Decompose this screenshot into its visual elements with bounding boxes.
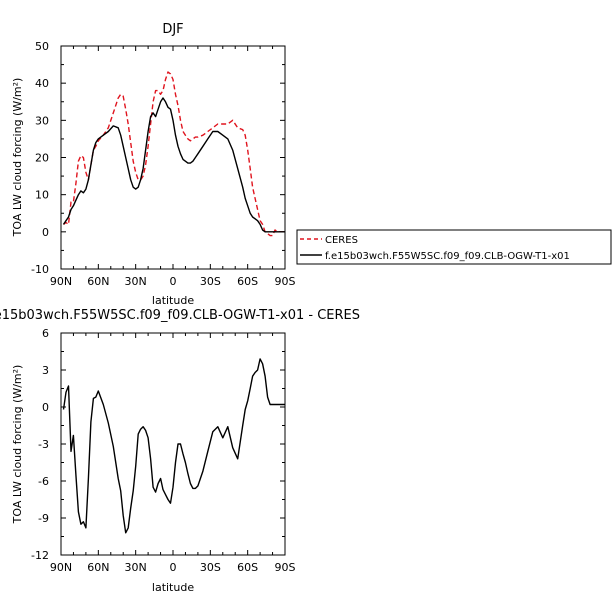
top-x-tick-label: 60S xyxy=(237,275,258,288)
top-series-line-0 xyxy=(63,71,285,237)
bottom-x-tick-label: 60S xyxy=(237,561,258,574)
bottom-chart-x-axis: 90N 60N 30N 0 30S 60S 90S xyxy=(50,333,296,574)
bottom-x-tick-label: 30N xyxy=(125,561,147,574)
bottom-chart-title: f.e15b03wch.F55W5SC.f09_f09.CLB-OGW-T1-x… xyxy=(0,308,360,323)
top-y-tick-label: 30 xyxy=(35,114,49,127)
bottom-y-tick-label: 0 xyxy=(42,401,49,414)
legend-box xyxy=(296,229,612,265)
bottom-y-tick-label: 3 xyxy=(42,364,49,377)
bottom-y-tick-label: -3 xyxy=(38,438,49,451)
bottom-chart-y-axis: -12 -9 -6 -3 0 3 6 xyxy=(31,327,285,562)
top-chart-x-axis: 90N 60N 30N 0 30S 60S 90S xyxy=(50,46,296,288)
bottom-x-tick-label: 0 xyxy=(170,561,177,574)
top-chart-legend: CERES f.e15b03wch.F55W5SC.f09_f09.CLB-OG… xyxy=(296,229,612,265)
top-y-tick-label: 20 xyxy=(35,152,49,165)
top-chart-title: DJF xyxy=(162,22,183,37)
top-chart-y-axis-label: TOA LW cloud forcing (W/m²) xyxy=(11,78,24,238)
bottom-series-line-0 xyxy=(62,358,285,534)
bottom-y-tick-label: 6 xyxy=(42,327,49,340)
top-y-tick-label: 40 xyxy=(35,77,49,90)
legend-label-ceres: CERES xyxy=(325,235,358,246)
bottom-y-tick-label: -6 xyxy=(38,475,49,488)
bottom-chart-plot-area xyxy=(60,332,286,556)
top-x-tick-label: 60N xyxy=(87,275,109,288)
top-chart-y-axis: -10 0 10 20 30 40 50 xyxy=(31,40,285,276)
top-chart-series-lines xyxy=(62,71,285,237)
top-chart-x-axis-label: latitude xyxy=(152,294,194,307)
top-y-tick-label: 50 xyxy=(35,40,49,53)
top-y-tick-label: 0 xyxy=(42,226,49,239)
bottom-x-tick-label: 90S xyxy=(275,561,296,574)
bottom-chart-y-axis-label: TOA LW cloud forcing (W/m²) xyxy=(11,365,24,525)
top-series-line-1 xyxy=(62,97,285,233)
bottom-x-tick-label: 60N xyxy=(87,561,109,574)
top-x-tick-label: 30S xyxy=(200,275,221,288)
bottom-x-tick-label: 30S xyxy=(200,561,221,574)
bottom-y-tick-label: -12 xyxy=(31,549,49,562)
top-y-tick-label: 10 xyxy=(35,189,49,202)
bottom-chart-series-lines xyxy=(62,358,285,534)
top-x-tick-label: 30N xyxy=(125,275,147,288)
bottom-chart-x-axis-label: latitude xyxy=(152,581,194,594)
top-x-tick-label: 0 xyxy=(170,275,177,288)
top-x-tick-label: 90N xyxy=(50,275,72,288)
bottom-x-tick-label: 90N xyxy=(50,561,72,574)
bottom-y-tick-label: -9 xyxy=(38,512,49,525)
top-y-tick-label: -10 xyxy=(31,263,49,276)
bottom-chart-panel: f.e15b03wch.F55W5SC.f09_f09.CLB-OGW-T1-x… xyxy=(0,308,360,594)
top-chart-panel: DJF 90N 60N 30N 0 30S 60S 90S -10 0 10 20 30 40 50 l… xyxy=(11,22,296,307)
top-x-tick-label: 90S xyxy=(275,275,296,288)
legend-label-model: f.e15b03wch.F55W5SC.f09_f09.CLB-OGW-T1-x… xyxy=(325,251,570,262)
